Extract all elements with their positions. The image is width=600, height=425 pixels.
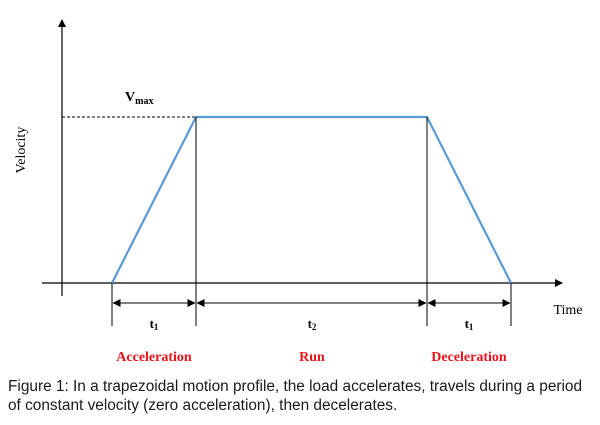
vmax-label: Vmax: [125, 90, 153, 107]
interval-label-t1-decel: t1: [465, 316, 474, 332]
phase-label-acceleration: Acceleration: [116, 350, 192, 365]
interval-sub: 1: [154, 322, 159, 332]
interval-label-t2-run: t2: [308, 316, 317, 332]
interval-main: t: [465, 316, 470, 331]
y-axis-label: Velocity: [14, 127, 29, 174]
interval-label-t1-accel: t1: [150, 316, 159, 332]
motion-profile-diagram: Velocity Time Vmax t1 t2 t1 Acceleration…: [14, 19, 583, 365]
interval-main: t: [308, 316, 313, 331]
x-axis-label: Time: [553, 303, 582, 318]
figure-caption: Figure 1: In a trapezoidal motion profil…: [8, 378, 583, 414]
velocity-profile-line: [111, 115, 512, 284]
phase-label-deceleration: Deceleration: [431, 350, 507, 365]
interval-main: t: [150, 316, 155, 331]
vmax-sub: max: [135, 96, 153, 107]
phase-label-run: Run: [299, 350, 325, 365]
interval-sub: 2: [312, 322, 317, 332]
vmax-main: V: [125, 90, 135, 105]
interval-sub: 1: [469, 322, 474, 332]
